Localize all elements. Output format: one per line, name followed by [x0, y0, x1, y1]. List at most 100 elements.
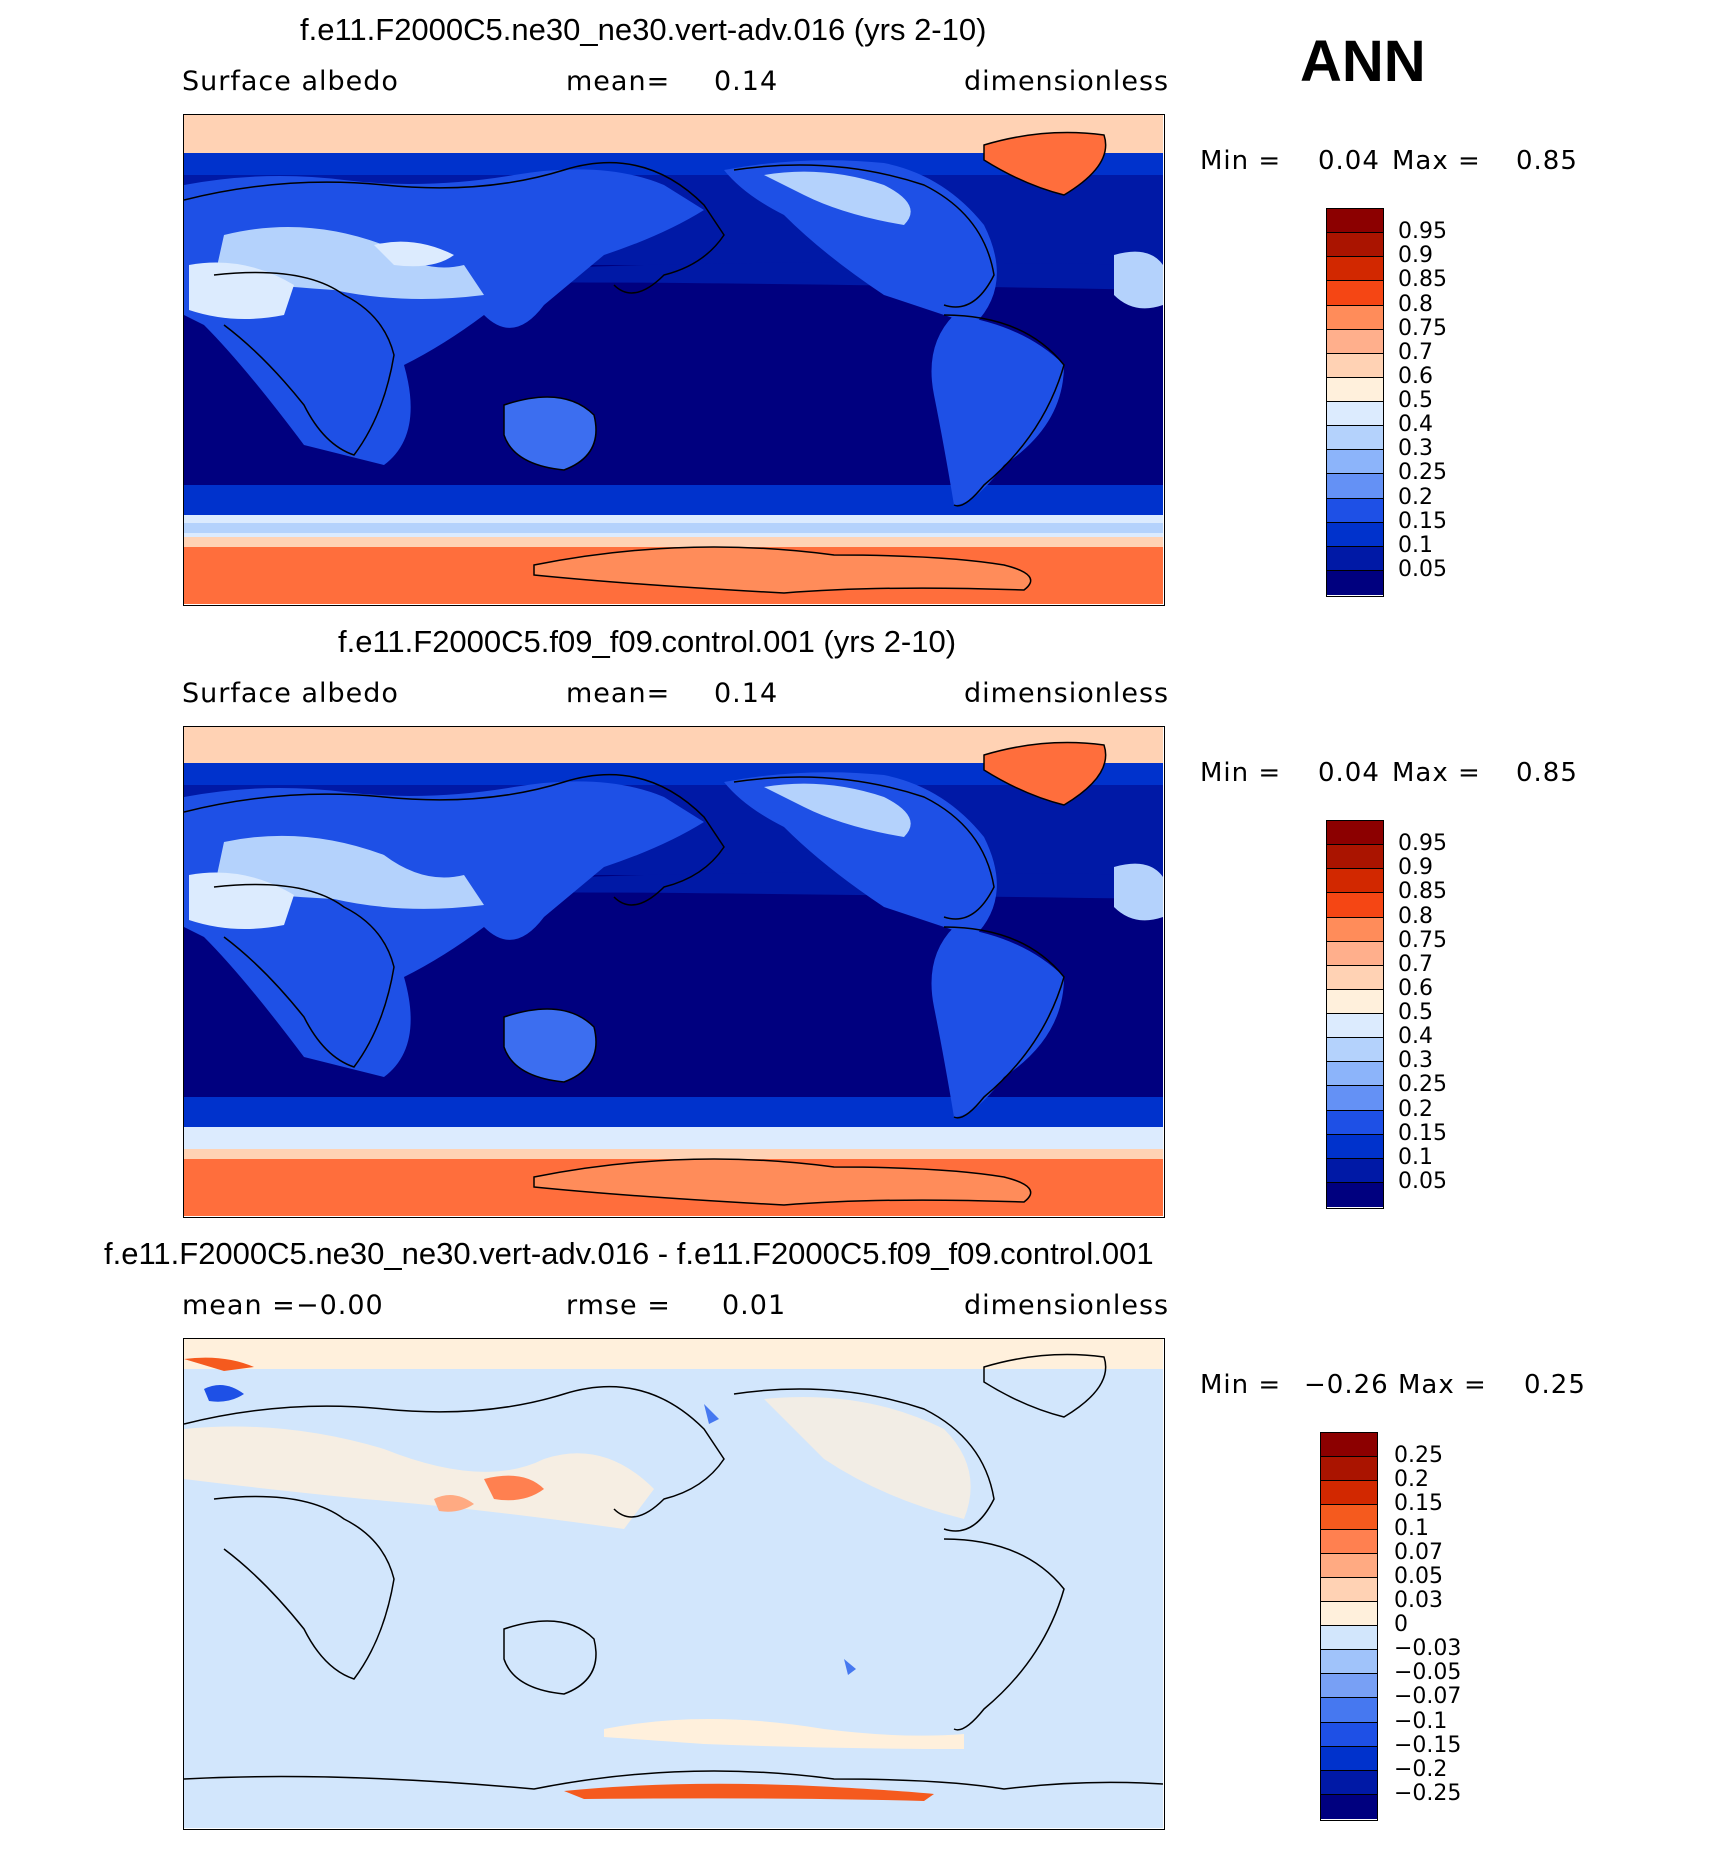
colorbar-swatch: [1327, 353, 1383, 378]
colorbar-swatch: [1327, 1014, 1383, 1039]
colorbar-level-label: 0.1: [1398, 532, 1433, 558]
colorbar-swatch: [1327, 257, 1383, 282]
colorbar-level-label: 0.85: [1398, 879, 1447, 905]
colorbar-level-label: 0.07: [1394, 1539, 1443, 1565]
colorbar-swatch: [1321, 1674, 1377, 1699]
colorbar-level-label: 0.85: [1398, 267, 1447, 293]
colorbar-swatch: [1327, 989, 1383, 1014]
colorbar-swatch: [1327, 426, 1383, 451]
colorbar-level-label: 0.15: [1394, 1491, 1443, 1517]
colorbar-level-label: 0.7: [1398, 339, 1433, 365]
colorbar-swatch: [1327, 893, 1383, 918]
colorbar-swatch: [1321, 1770, 1377, 1795]
colorbar-swatch: [1321, 1457, 1377, 1482]
panel3-colorbar: [1320, 1432, 1378, 1821]
colorbar-swatch: [1321, 1601, 1377, 1626]
colorbar-swatch: [1321, 1746, 1377, 1771]
colorbar-level-label: 0.95: [1398, 219, 1447, 245]
colorbar-level-label: 0.05: [1398, 556, 1447, 582]
panel1-mean-label: mean=: [566, 66, 671, 97]
colorbar-level-label: 0.5: [1398, 388, 1433, 413]
panel2-max-value: 0.85: [1516, 758, 1578, 788]
panel3-rmse-value: 0.01: [722, 1290, 787, 1321]
colorbar-level-label: −0.25: [1394, 1780, 1462, 1806]
panel2-units: dimensionless: [964, 678, 1170, 709]
colorbar-swatch: [1327, 209, 1383, 234]
panel2-min-value: 0.04: [1318, 758, 1380, 788]
panel1-min-label: Min =: [1200, 146, 1282, 176]
colorbar-swatch: [1327, 329, 1383, 354]
colorbar-swatch: [1327, 498, 1383, 523]
colorbar-swatch: [1321, 1505, 1377, 1530]
colorbar-swatch: [1327, 450, 1383, 475]
colorbar-level-label: −0.2: [1394, 1756, 1448, 1782]
colorbar-swatch: [1321, 1722, 1377, 1747]
colorbar-swatch: [1321, 1553, 1377, 1578]
colorbar-swatch: [1321, 1698, 1377, 1723]
colorbar-swatch: [1321, 1794, 1377, 1819]
panel1-mean-value: 0.14: [714, 66, 779, 97]
colorbar-swatch: [1327, 402, 1383, 427]
panel3-units: dimensionless: [964, 1290, 1170, 1321]
colorbar-level-label: 0.9: [1398, 243, 1433, 269]
colorbar-swatch: [1327, 821, 1383, 846]
colorbar-swatch: [1327, 1062, 1383, 1087]
colorbar-swatch: [1327, 281, 1383, 306]
panel2-colorbar: [1326, 820, 1384, 1209]
colorbar-level-label: −0.15: [1394, 1732, 1462, 1758]
colorbar-swatch: [1321, 1481, 1377, 1506]
colorbar-swatch: [1321, 1529, 1377, 1554]
colorbar-level-label: 0.75: [1398, 927, 1447, 953]
colorbar-level-label: 0.03: [1394, 1587, 1443, 1613]
colorbar-swatch: [1327, 570, 1383, 595]
colorbar-level-label: 0.1: [1398, 1144, 1433, 1170]
panel3-max-value: 0.25: [1524, 1370, 1586, 1400]
panel3-map-graphic: [184, 1339, 1163, 1828]
colorbar-swatch: [1321, 1433, 1377, 1458]
colorbar-level-label: −0.07: [1394, 1684, 1462, 1710]
colorbar-level-label: 0.9: [1398, 855, 1433, 881]
panel1-max-label: Max =: [1392, 146, 1481, 176]
colorbar-swatch: [1327, 1086, 1383, 1111]
panel3-mean-label: mean =: [182, 1290, 296, 1321]
colorbar-level-label: 0.6: [1398, 363, 1433, 389]
panel1-units: dimensionless: [964, 66, 1170, 97]
colorbar-swatch: [1327, 474, 1383, 499]
panel1-min-value: 0.04: [1318, 146, 1380, 176]
panel3-map: [183, 1338, 1165, 1830]
colorbar-level-label: 0.4: [1398, 412, 1433, 438]
colorbar-level-label: 0.05: [1398, 1168, 1447, 1194]
panel1-map-graphic: [184, 115, 1163, 604]
colorbar-level-label: 0: [1394, 1612, 1408, 1637]
colorbar-swatch: [1327, 965, 1383, 990]
colorbar-level-label: 0.15: [1398, 508, 1447, 534]
colorbar-level-label: 0.4: [1398, 1024, 1433, 1050]
colorbar-level-label: 0.2: [1398, 484, 1433, 510]
colorbar-level-label: 0.2: [1394, 1467, 1429, 1493]
colorbar-swatch: [1327, 1110, 1383, 1135]
colorbar-level-label: 0.8: [1398, 291, 1433, 317]
panel1-variable: Surface albedo: [182, 66, 399, 97]
colorbar-level-label: −0.05: [1394, 1660, 1462, 1686]
colorbar-level-label: 0.25: [1394, 1443, 1443, 1469]
colorbar-level-label: −0.03: [1394, 1636, 1462, 1662]
colorbar-swatch: [1327, 845, 1383, 870]
panel1-colorbar: [1326, 208, 1384, 597]
panel3-title: f.e11.F2000C5.ne30_ne30.vert-adv.016 - f…: [104, 1236, 1154, 1271]
colorbar-level-label: 0.6: [1398, 975, 1433, 1001]
colorbar-swatch: [1327, 233, 1383, 258]
panel1-max-value: 0.85: [1516, 146, 1578, 176]
panel2-mean-value: 0.14: [714, 678, 779, 709]
panel2-min-label: Min =: [1200, 758, 1282, 788]
colorbar-swatch: [1327, 305, 1383, 330]
colorbar-swatch: [1327, 869, 1383, 894]
panel2-map: [183, 726, 1165, 1218]
panel2-variable: Surface albedo: [182, 678, 399, 709]
colorbar-level-label: 0.95: [1398, 831, 1447, 857]
panel1-map: [183, 114, 1165, 606]
colorbar-swatch: [1327, 917, 1383, 942]
panel2-map-graphic: [184, 727, 1163, 1216]
colorbar-level-label: 0.75: [1398, 315, 1447, 341]
colorbar-level-label: 0.25: [1398, 460, 1447, 486]
colorbar-swatch: [1321, 1626, 1377, 1651]
